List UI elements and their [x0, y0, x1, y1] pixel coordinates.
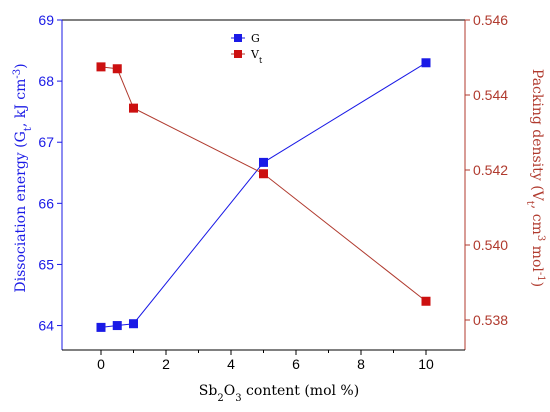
legend: G Vt: [231, 32, 263, 65]
right-y-tick-label: 0.546: [473, 12, 508, 28]
data-point: [259, 169, 268, 179]
left-y-tick-label: 69: [38, 12, 54, 28]
series-line: [100, 66, 427, 302]
left-y-tick-label: 68: [38, 73, 54, 89]
legend-item: G: [231, 32, 260, 45]
x-tick-label: 4: [227, 356, 235, 372]
left-y-tick-label: 65: [38, 256, 54, 272]
legend-label: G: [251, 32, 260, 45]
x-axis-title: Sb2O3 content (mol %): [199, 383, 359, 404]
left-y-axis: 64 65 66 67 68 69: [38, 12, 63, 350]
x-tick-label: 0: [97, 356, 105, 372]
legend-marker: [234, 50, 242, 58]
left-y-axis-title: Dissociation energy (Gt, kJ cm-3): [12, 63, 34, 292]
series-v: [96, 62, 431, 306]
data-point: [129, 103, 138, 113]
data-point: [421, 296, 431, 306]
left-y-tick-label: 66: [38, 195, 54, 211]
right-y-axis-title: Packing density (Vt, cm3 mol-1): [525, 69, 547, 287]
right-y-tick-label: 0.540: [473, 237, 508, 253]
right-y-tick-label: 0.538: [473, 312, 508, 328]
x-tick-label: 2: [162, 356, 170, 372]
legend-label: Vt: [250, 48, 263, 65]
series-g: [96, 58, 431, 332]
left-y-tick-label: 67: [38, 134, 54, 150]
right-y-tick-label: 0.544: [473, 87, 508, 103]
data-point: [96, 322, 106, 332]
right-y-axis: 0.538 0.540 0.542 0.544 0.546: [464, 12, 508, 350]
legend-item: Vt: [231, 48, 263, 65]
data-point: [129, 319, 138, 329]
data-point: [112, 64, 122, 74]
series-layer: [96, 58, 431, 332]
data-point: [112, 321, 122, 331]
series-line: [100, 62, 427, 328]
data-point: [421, 58, 431, 68]
x-axis: 0 2 4 6 8 10: [62, 349, 465, 372]
right-y-tick-label: 0.542: [473, 162, 508, 178]
legend-marker: [234, 34, 242, 42]
data-point: [259, 157, 268, 167]
x-tick-label: 10: [418, 356, 434, 372]
x-tick-label: 6: [292, 356, 300, 372]
data-point: [96, 62, 106, 72]
left-y-tick-label: 64: [38, 318, 54, 334]
x-tick-label: 8: [357, 356, 365, 372]
